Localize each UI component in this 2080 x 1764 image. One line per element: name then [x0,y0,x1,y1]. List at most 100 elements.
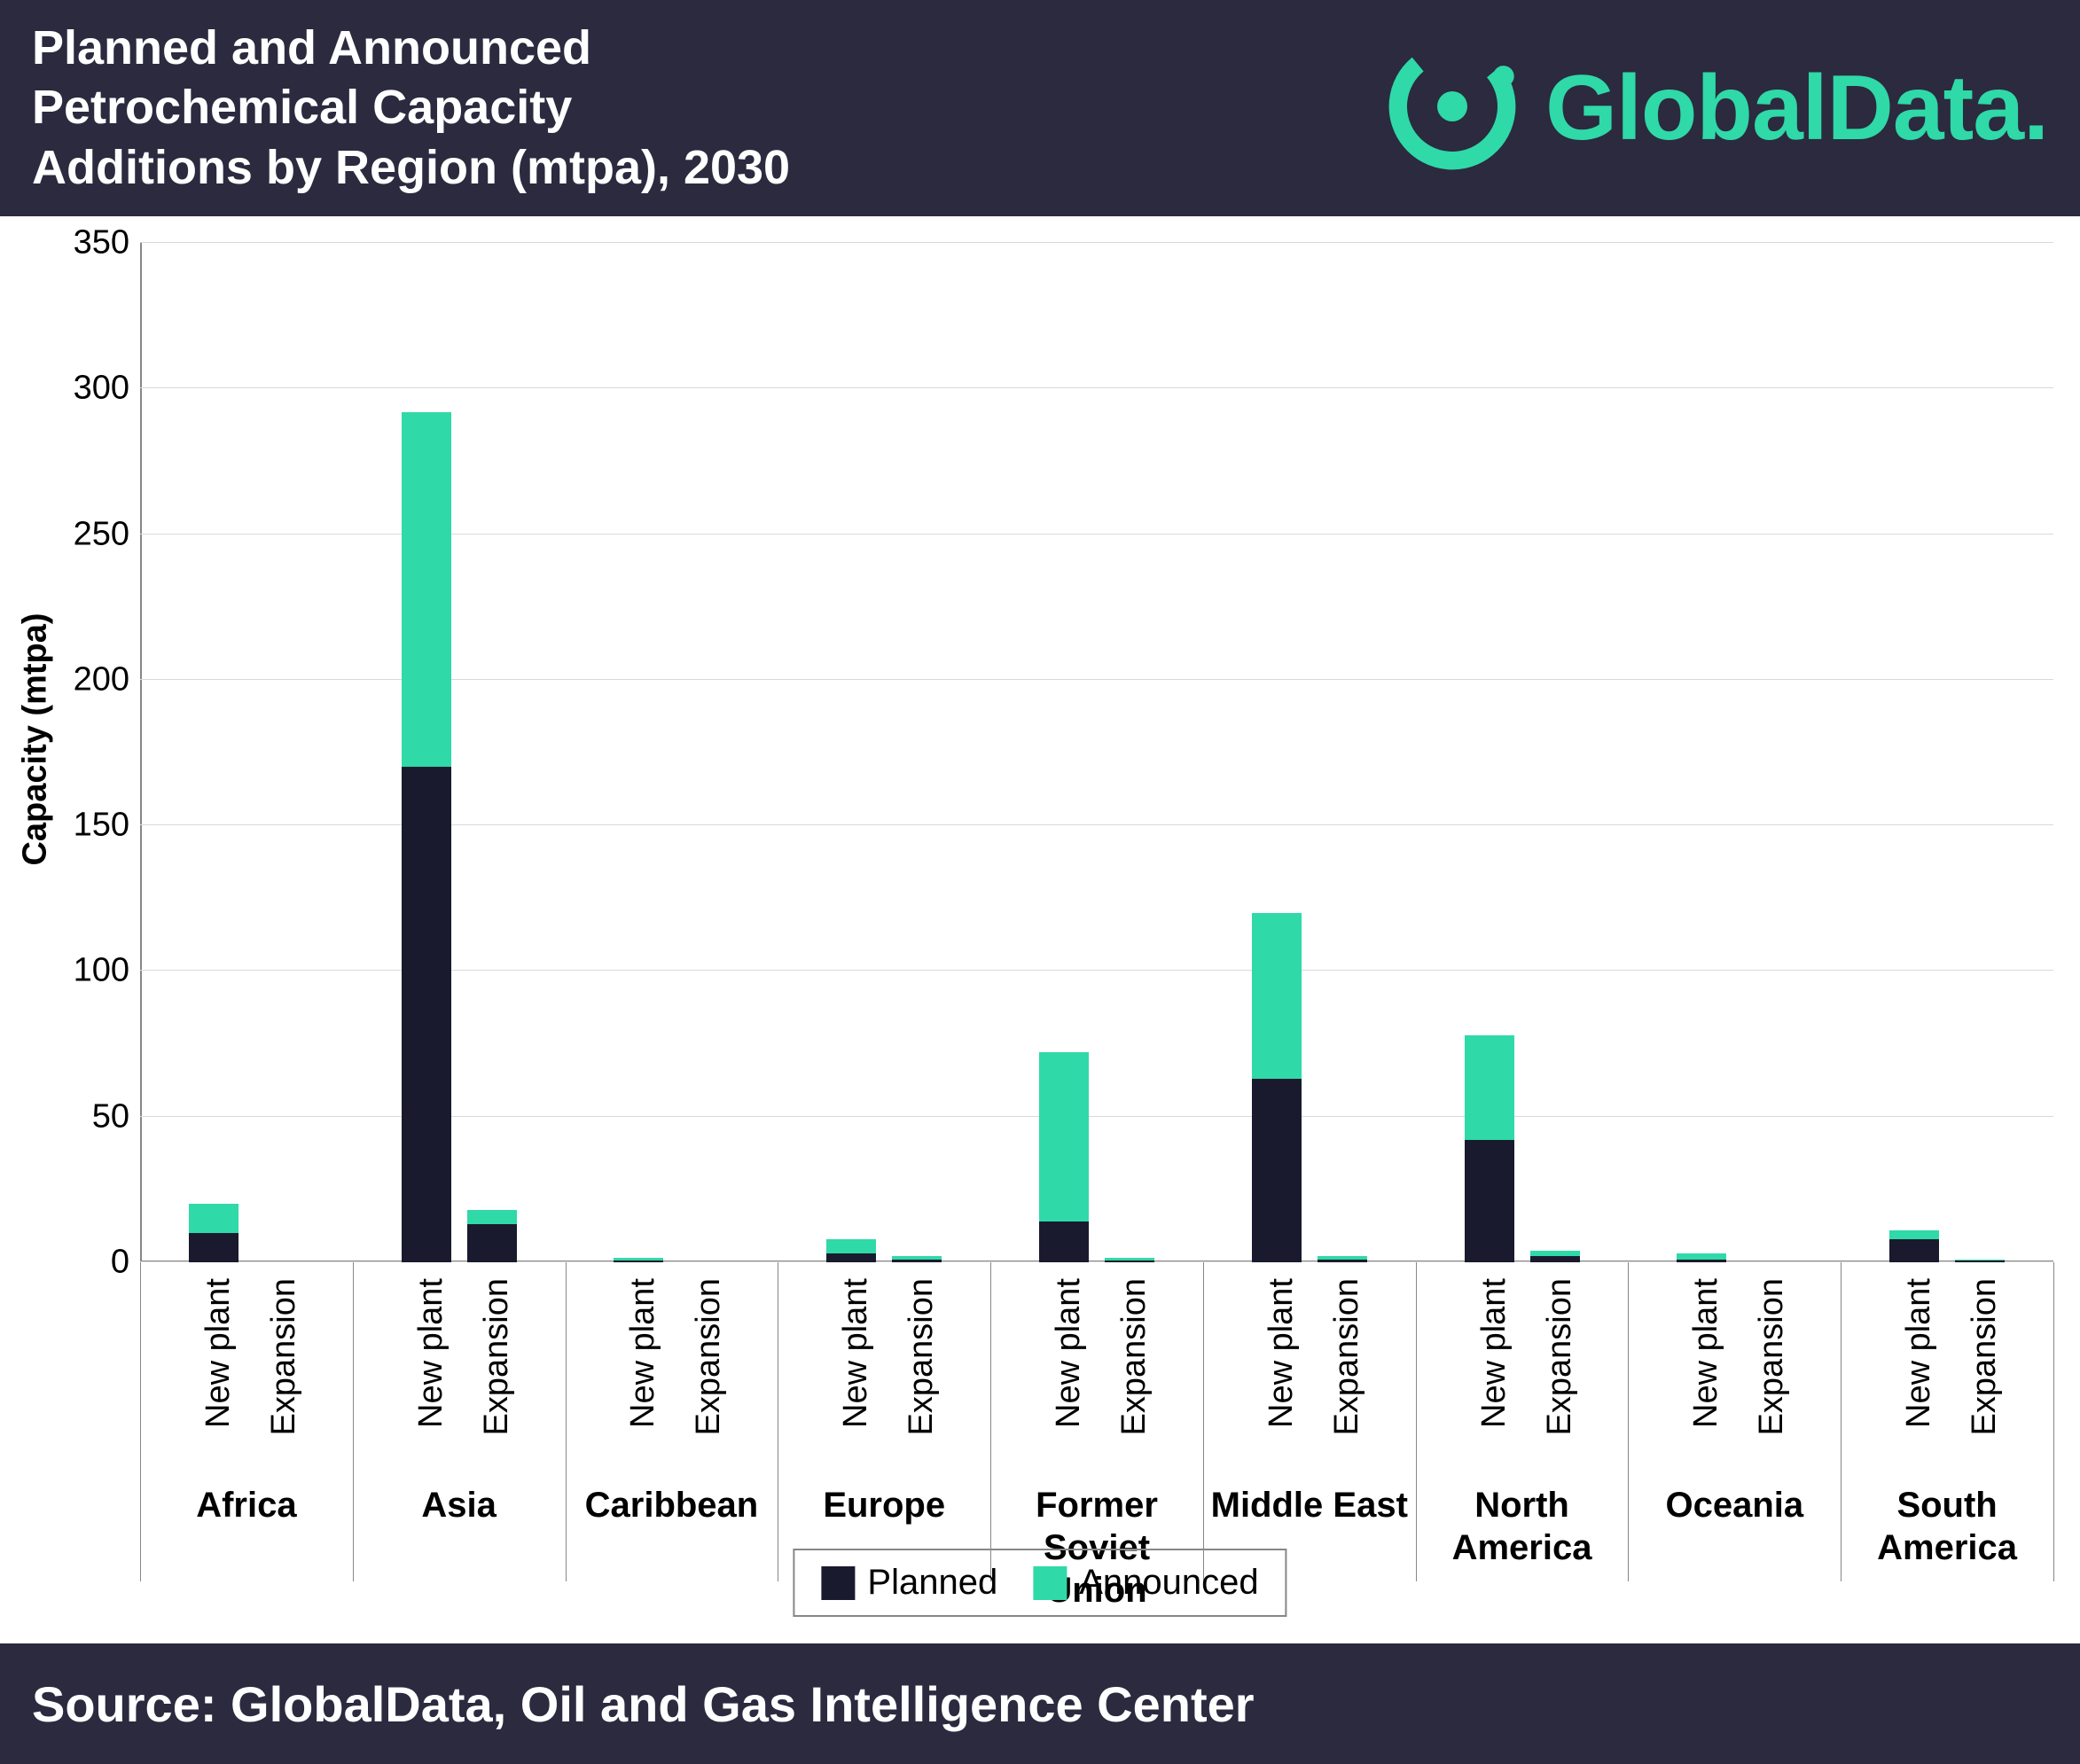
footer-bar: Source: GlobalData, Oil and Gas Intellig… [0,1643,2080,1764]
bar-segment-announced [826,1239,876,1253]
region-label: North America [1416,1484,1629,1569]
region-label: Asia [353,1484,566,1526]
bar [467,1210,517,1262]
bar [1039,1052,1089,1262]
bar-segment-planned [467,1224,517,1262]
sub-category-label: New plant [1687,1278,1725,1473]
legend-swatch-announced [1033,1566,1067,1600]
region-label: South America [1841,1484,2053,1569]
y-tick-label: 100 [74,952,140,990]
sub-category-label: Expansion [1541,1278,1579,1473]
legend-item-announced: Announced [1033,1563,1258,1603]
legend-label-announced: Announced [1079,1563,1258,1603]
bar [614,1258,663,1262]
region-label: Africa [140,1484,353,1526]
bar-segment-planned [1530,1256,1580,1262]
y-tick-label: 350 [74,224,140,262]
region-separator [1203,1262,1204,1581]
bar-segment-announced [1465,1035,1514,1140]
legend-swatch-planned [821,1566,855,1600]
grid-line [140,387,2053,388]
region-separator [1628,1262,1629,1581]
sub-category-label: New plant [1900,1278,1938,1473]
bar-segment-planned [614,1261,663,1262]
globaldata-logo: GlobalData. [1377,31,2048,186]
bar [1252,913,1302,1262]
bar-segment-announced [467,1210,517,1224]
bar-segment-planned [1955,1261,2005,1262]
bar-segment-announced [1252,913,1302,1079]
title-line-2: Petrochemical Capacity [32,78,790,138]
bar-segment-announced [402,412,451,768]
region-separator [140,1262,141,1581]
bar [1530,1251,1580,1262]
sub-category-label: Expansion [690,1278,728,1473]
bar [402,412,451,1262]
sub-category-label: Expansion [1115,1278,1153,1473]
chart-legend: Planned Announced [793,1549,1286,1617]
chart-inner: Capacity (mtpa) 050100150200250300350New… [27,243,2053,1626]
sub-category-label: New plant [412,1278,450,1473]
bar [826,1239,876,1262]
bar [1105,1258,1154,1262]
bar-segment-planned [1677,1260,1726,1262]
sub-category-label: Expansion [265,1278,303,1473]
title-line-1: Planned and Announced [32,19,790,79]
bar [1889,1230,1939,1262]
region-label: Oceania [1628,1484,1841,1526]
region-label: Middle East [1203,1484,1416,1526]
y-tick-label: 150 [74,807,140,845]
logo-text: GlobalData. [1545,56,2048,161]
header-bar: Planned and Announced Petrochemical Capa… [0,0,2080,216]
bar [1677,1253,1726,1262]
grid-line [140,242,2053,243]
legend-label-planned: Planned [867,1563,997,1603]
bar-segment-announced [1039,1052,1089,1222]
bar-segment-planned [1465,1140,1514,1262]
chart-area: Capacity (mtpa) 050100150200250300350New… [0,216,2080,1643]
sub-category-label: Expansion [1966,1278,2004,1473]
sub-category-label: Expansion [478,1278,516,1473]
y-tick-label: 0 [111,1244,140,1282]
bar [1955,1260,2005,1262]
bar [892,1256,942,1262]
bar [1465,1035,1514,1262]
region-label: Caribbean [566,1484,778,1526]
sub-category-label: New plant [199,1278,238,1473]
bar-segment-planned [189,1233,238,1262]
sub-category-label: New plant [837,1278,875,1473]
bar-segment-planned [1252,1079,1302,1262]
sub-category-label: Expansion [1328,1278,1366,1473]
bar [189,1204,238,1262]
y-tick-label: 250 [74,515,140,553]
bar-segment-planned [1039,1222,1089,1262]
y-tick-label: 300 [74,370,140,408]
bar-segment-planned [1318,1260,1367,1262]
sub-category-label: Expansion [1753,1278,1791,1473]
chart-title: Planned and Announced Petrochemical Capa… [32,19,790,199]
title-line-3: Additions by Region (mtpa), 2030 [32,138,790,199]
bar-segment-planned [892,1260,942,1262]
sub-category-label: New plant [1050,1278,1088,1473]
y-tick-label: 200 [74,660,140,699]
sub-category-label: New plant [624,1278,662,1473]
sub-category-label: Expansion [903,1278,941,1473]
region-separator [2053,1262,2054,1581]
legend-item-planned: Planned [821,1563,997,1603]
bar-segment-announced [189,1204,238,1233]
bar-segment-planned [1889,1239,1939,1262]
region-separator [566,1262,567,1581]
bar-segment-planned [402,767,451,1262]
source-text: Source: GlobalData, Oil and Gas Intellig… [32,1675,1255,1733]
region-separator [353,1262,354,1581]
region-label: Europe [778,1484,990,1526]
sub-category-label: New plant [1263,1278,1301,1473]
bar [1318,1256,1367,1262]
sub-category-label: New plant [1475,1278,1513,1473]
plot-region: 050100150200250300350New plantExpansionA… [140,243,2053,1262]
logo-icon [1377,31,1528,186]
y-axis-line [140,243,142,1262]
y-axis-label: Capacity (mtpa) [17,613,55,865]
bar-segment-planned [1105,1261,1154,1262]
bar-segment-announced [1889,1230,1939,1239]
